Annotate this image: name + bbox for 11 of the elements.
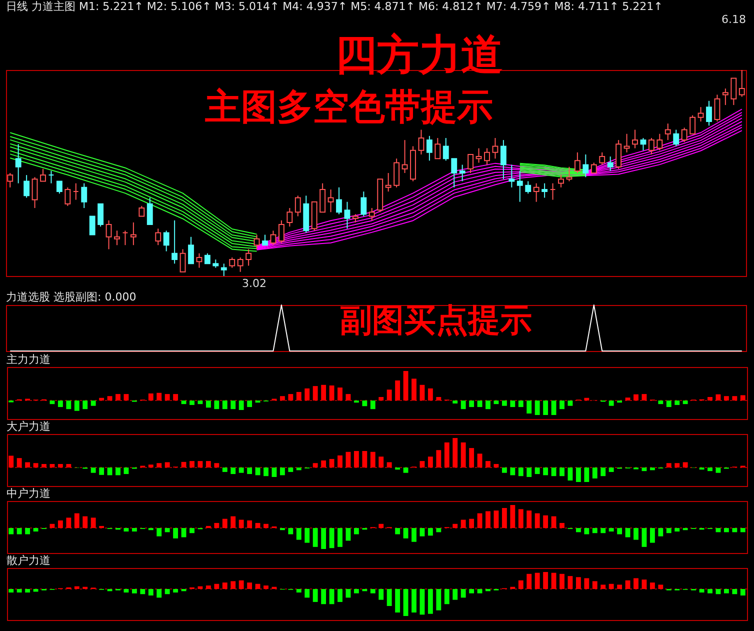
chart-title: 散户力道 (6, 554, 50, 567)
annotation: 副图买点提示 (340, 301, 532, 339)
chart-title: 力道选股 选股副图: 0.000 (6, 290, 136, 304)
text: 6.18 (722, 13, 746, 26)
chart-title: 中户力道 (6, 487, 50, 500)
chart-title: 主力力道 (6, 353, 50, 366)
chart-title: 大户力道 (6, 420, 50, 433)
chart-title: 日线 力道主图 M1: 5.221↑ M2: 5.106↑ M3: 5.014↑ M4: 4.937↑ M5: 4.871↑ M6: 4.812↑ M7: 4.759↑ M8: 4.711↑ 5.221↑ (6, 0, 663, 13)
annotation: 主图多空色带提示 (205, 87, 493, 128)
annotation: 四方力道 (335, 30, 503, 79)
text: 3.02 (242, 277, 266, 290)
